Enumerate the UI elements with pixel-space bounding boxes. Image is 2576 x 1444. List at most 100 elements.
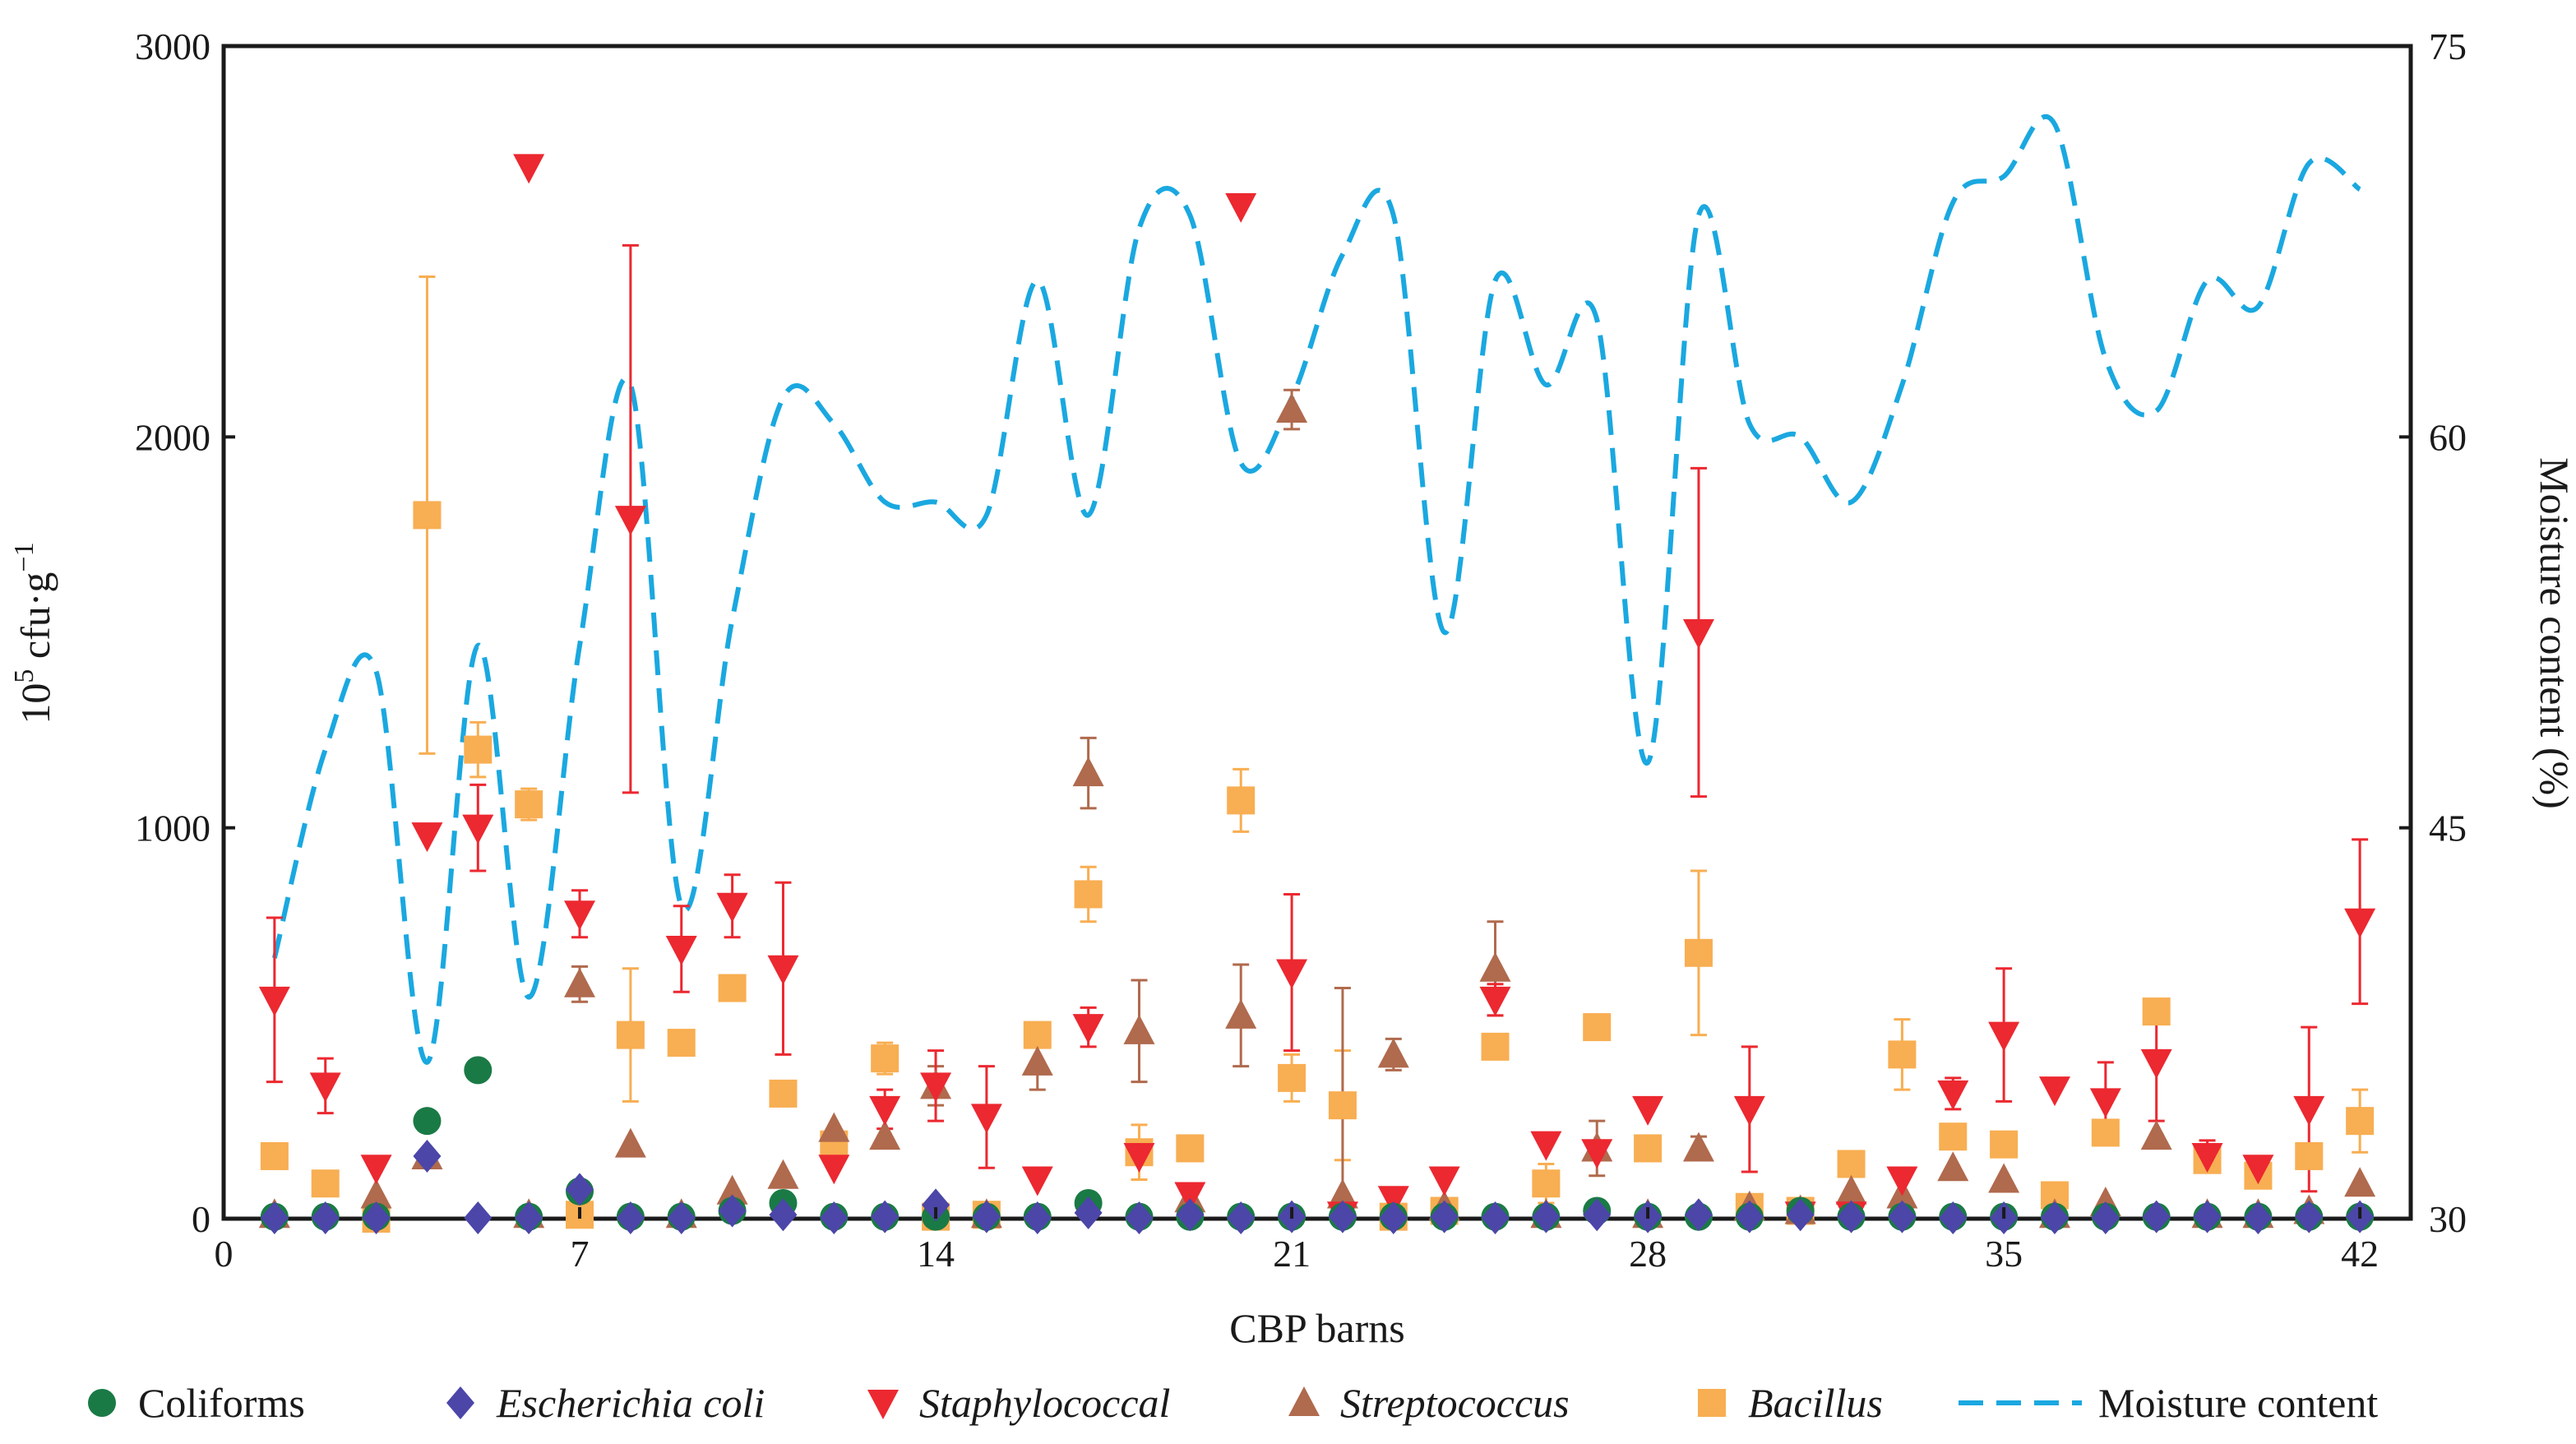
ecoli-point: [871, 1200, 900, 1233]
staph-point: [2242, 1155, 2274, 1185]
strep-point: [869, 1120, 901, 1150]
bacillus-point: [515, 790, 543, 819]
legend-label-staph: Staphylococcal: [919, 1380, 1170, 1426]
staph-point: [2038, 1076, 2070, 1107]
staph-point: [2191, 1142, 2223, 1173]
y2-axis-ticks: 30 45 60 75: [2399, 25, 2467, 1240]
ecoli-point: [1328, 1200, 1357, 1233]
y2-tick-label: 30: [2429, 1198, 2467, 1240]
y-tick-label: 2000: [135, 416, 210, 458]
y-tick-label: 1000: [135, 808, 210, 849]
y2-tick-label: 75: [2429, 25, 2467, 67]
legend-label-strep: Streptococcus: [1340, 1380, 1570, 1426]
ecoli-point: [1125, 1201, 1154, 1235]
staph-point: [360, 1155, 392, 1185]
strep-point: [818, 1112, 850, 1142]
bacillus-point: [1532, 1169, 1561, 1198]
ecoli-point: [1786, 1198, 1815, 1232]
staph-point: [716, 892, 748, 923]
strep-point: [1123, 1014, 1155, 1044]
legend-swatch-strep: [1288, 1386, 1320, 1416]
ecoli-point: [413, 1139, 442, 1173]
staph-point: [614, 506, 646, 536]
plot-frame: [221, 44, 2413, 1221]
bacillus-point: [260, 1141, 289, 1170]
ecoli-point: [2295, 1200, 2324, 1233]
bacillus-point: [1888, 1040, 1917, 1069]
staph-point: [2089, 1088, 2121, 1118]
ecoli-point: [820, 1201, 849, 1235]
x-tick-label: 42: [2341, 1233, 2379, 1275]
x-axis-title: CBP barns: [1229, 1305, 1404, 1351]
ecoli-point: [1735, 1200, 1764, 1233]
bacillus-point: [2091, 1118, 2120, 1147]
staph-point: [1937, 1080, 1969, 1110]
ecoli-point: [1227, 1201, 1256, 1235]
strep-point: [1276, 393, 1308, 423]
bacillus-point: [1939, 1122, 1968, 1151]
ecoli-point: [464, 1201, 493, 1235]
x-tick-label: 0: [215, 1233, 234, 1275]
y-axis-title-unit: cfu·g: [12, 572, 58, 669]
staph-point: [1225, 192, 1257, 223]
ecoli-point: [1074, 1196, 1103, 1229]
ecoli-point: [1379, 1201, 1408, 1235]
strep-point: [1326, 1178, 1358, 1209]
staph-point: [1682, 619, 1714, 649]
y2-tick-label: 60: [2429, 416, 2467, 458]
strep-point: [1835, 1174, 1867, 1205]
y2-tick-label: 45: [2429, 808, 2467, 849]
staph-point: [1174, 1182, 1206, 1212]
bacillus-point: [718, 974, 747, 1002]
ecoli-point: [1176, 1198, 1205, 1232]
strep-point: [1988, 1163, 2020, 1193]
bacillus-point: [1278, 1063, 1306, 1092]
staph-point: [411, 822, 443, 853]
moisture-content-line: [271, 113, 2361, 1065]
ecoli-point: [718, 1194, 747, 1228]
staph-point: [564, 900, 596, 931]
staph-point: [1021, 1166, 1053, 1196]
ecoli-point: [2193, 1200, 2222, 1233]
y-axis-ticks: 0 1000 2000 3000: [135, 25, 235, 1240]
strep-point: [1377, 1038, 1409, 1068]
staph-point: [1377, 1186, 1409, 1216]
x-tick-label: 14: [917, 1233, 955, 1275]
legend-label-moisture: Moisture content: [2098, 1380, 2378, 1426]
legend: Coliforms Escherichia coli Staphylococcal S…: [88, 1380, 2378, 1426]
plot-area: [221, 44, 2413, 1221]
legend-swatch-ecoli: [446, 1386, 474, 1419]
staph-point: [1428, 1166, 1460, 1196]
ecoli-point: [667, 1201, 696, 1235]
staph-point: [1530, 1131, 1562, 1161]
bacillus-point: [616, 1021, 645, 1049]
bacillus-point: [1990, 1130, 2019, 1159]
legend-label-ecoli: Escherichia coli: [496, 1380, 765, 1426]
staph-point: [869, 1095, 901, 1126]
staph-point: [818, 1155, 850, 1185]
bacillus-point: [1684, 938, 1713, 967]
legend-swatch-coliforms: [88, 1389, 116, 1417]
strep-point: [1021, 1045, 1053, 1076]
staph-point: [462, 814, 494, 845]
ecoli-point: [922, 1188, 950, 1222]
bacillus-point: [1837, 1150, 1866, 1178]
strep-point: [614, 1127, 646, 1158]
staph-point: [1072, 1014, 1104, 1044]
strep-point: [360, 1178, 392, 1209]
y-axis-title: 105 cfu·g−1: [9, 542, 58, 724]
x-tick-label: 28: [1629, 1233, 1667, 1275]
x-tick-label: 21: [1273, 1233, 1311, 1275]
staph-point: [2344, 908, 2376, 938]
staph-point: [1123, 1142, 1155, 1173]
staph-point: [513, 154, 545, 184]
bacillus-point: [311, 1169, 340, 1198]
y-axis-title-base: 10: [12, 683, 58, 724]
bacillus-point: [413, 501, 442, 530]
staph-point: [1276, 959, 1308, 989]
ecoli-point: [1888, 1200, 1917, 1233]
strep-point: [564, 967, 596, 997]
bacillus-point: [1634, 1134, 1663, 1163]
strep-point: [1072, 757, 1104, 787]
bacillus-point: [667, 1029, 696, 1058]
